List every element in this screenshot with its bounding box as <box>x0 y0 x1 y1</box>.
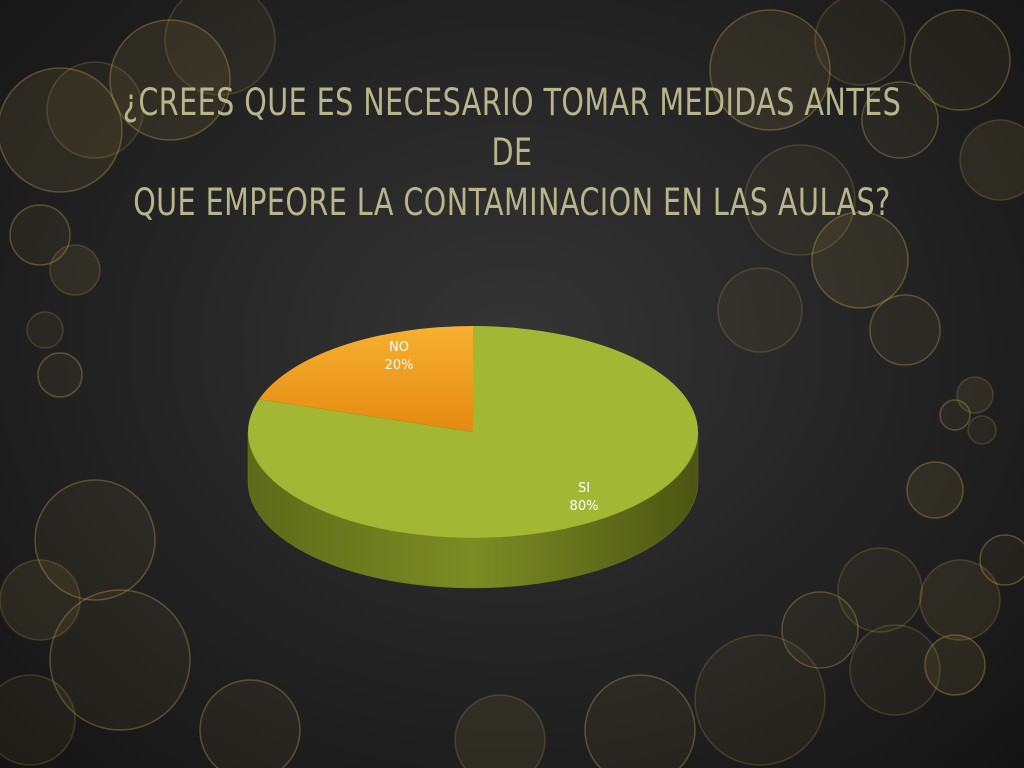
bokeh-circle <box>46 61 144 159</box>
bokeh-circle <box>979 534 1024 586</box>
bokeh-circle <box>861 81 939 159</box>
bokeh-circle <box>814 0 906 86</box>
slice-label-no-category: NO <box>389 340 409 355</box>
chart-title: ¿CREES QUE ES NECESARIO TOMAR MEDIDAS AN… <box>106 78 918 228</box>
bokeh-circle <box>49 244 101 296</box>
slice-no <box>259 326 473 432</box>
bokeh-circle <box>781 591 859 669</box>
bokeh-circle <box>584 674 696 768</box>
bokeh-circle <box>37 352 83 398</box>
slice-label-no-percent: 20% <box>385 358 414 373</box>
bokeh-circle <box>0 67 123 193</box>
slice-label-si-percent: 80% <box>570 499 599 514</box>
bokeh-circle <box>709 9 831 131</box>
bokeh-circle <box>939 399 971 431</box>
slice-label-si-category: SI <box>578 481 590 496</box>
bokeh-circle <box>164 0 276 96</box>
bokeh-circle <box>49 589 191 731</box>
bokeh-circle <box>919 559 1001 641</box>
bokeh-circle <box>811 211 909 309</box>
bokeh-circle <box>849 624 941 716</box>
bokeh-circle <box>26 311 64 349</box>
bokeh-circle <box>837 547 923 633</box>
bokeh-circle <box>906 461 964 519</box>
bokeh-circle <box>694 634 826 766</box>
bokeh-circle <box>959 119 1024 201</box>
bokeh-circle <box>0 559 81 641</box>
bokeh-circle <box>199 679 301 768</box>
bokeh-circle <box>869 294 941 366</box>
bokeh-circle <box>717 267 803 353</box>
bokeh-circle <box>454 694 546 768</box>
chart-title-line-2: QUE EMPEORE LA CONTAMINACION EN LAS AULA… <box>133 181 891 224</box>
bokeh-circle <box>109 19 231 141</box>
bokeh-circle <box>0 674 76 766</box>
chart-title-line-1: ¿CREES QUE ES NECESARIO TOMAR MEDIDAS AN… <box>122 81 902 174</box>
bokeh-circle <box>34 479 156 601</box>
bokeh-circle <box>744 144 856 256</box>
bokeh-circle <box>956 376 994 414</box>
bokeh-circle <box>967 415 997 445</box>
bokeh-circle <box>924 634 986 696</box>
bokeh-circle <box>909 9 1011 111</box>
bokeh-circle <box>9 204 71 266</box>
